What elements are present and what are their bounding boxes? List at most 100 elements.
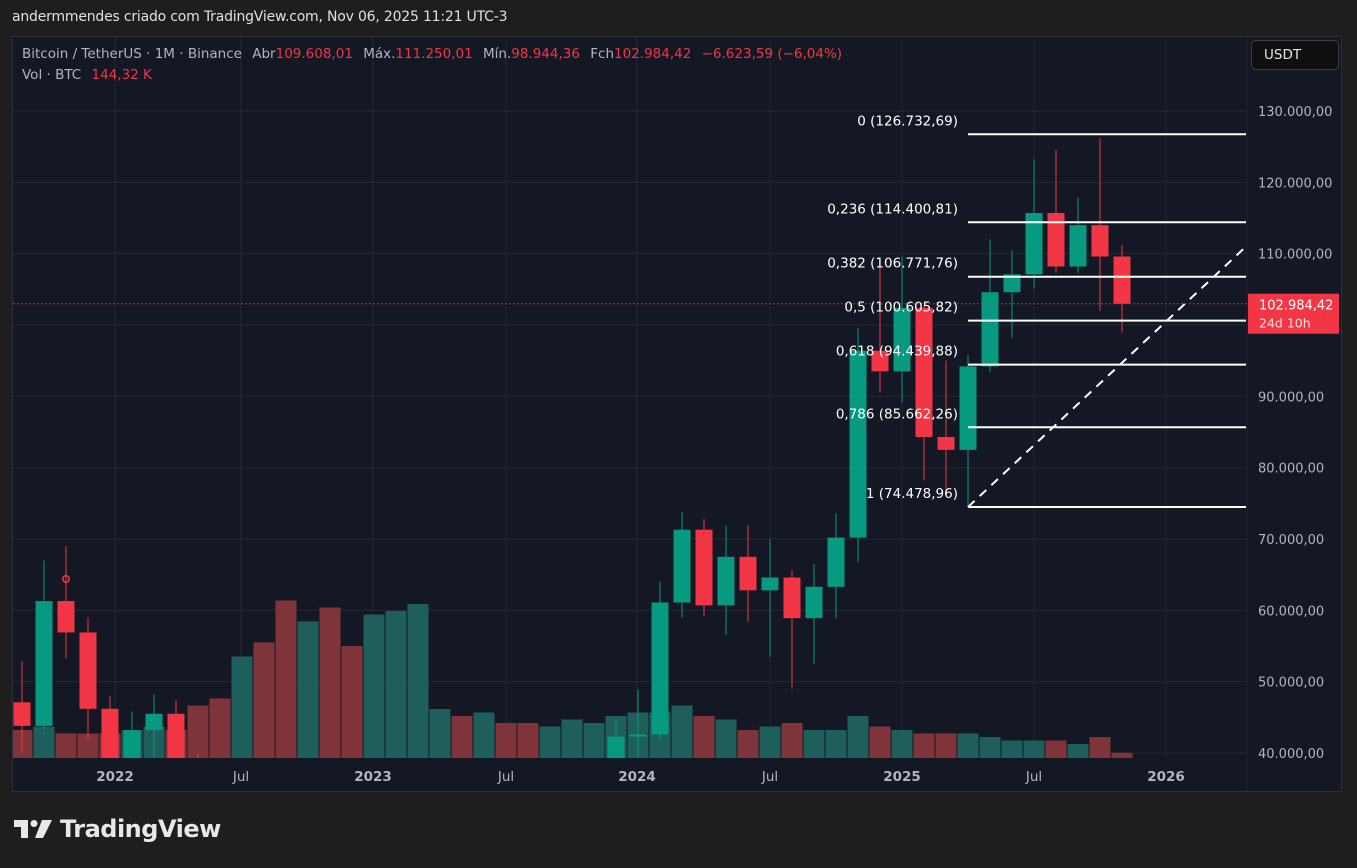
volume-bar [781, 723, 803, 758]
symbol-legend: Bitcoin / TetherUS · 1M · Binance Abr109… [22, 44, 842, 86]
volume-bar [231, 656, 253, 758]
fib-level-label: 0 (126.732,69) [857, 113, 958, 129]
volume-bar [297, 621, 319, 758]
volume-bar [693, 716, 715, 758]
time-axis-label: Jul [761, 769, 778, 785]
price-axis-label: 50.000,00 [1258, 676, 1324, 691]
candle[interactable] [542, 842, 559, 861]
candle[interactable] [827, 513, 845, 619]
time-axis[interactable]: 2022 Jul 2023 Jul 2024 Jul 2025 Jul 2026 [96, 769, 1185, 785]
open-label: Abr [252, 46, 276, 62]
candle[interactable] [35, 560, 53, 730]
candle[interactable] [871, 265, 889, 393]
volume-label[interactable]: Vol · BTC [22, 67, 82, 83]
candle[interactable] [1091, 138, 1109, 311]
time-axis-label: 2025 [883, 769, 921, 785]
open-value: 109.608,01 [275, 46, 353, 62]
candle[interactable] [388, 858, 405, 868]
fib-level-label: 0,236 (114.400,81) [827, 201, 958, 217]
candle[interactable] [454, 826, 471, 855]
candle[interactable] [410, 831, 427, 868]
price-axis-label: 110.000,00 [1258, 248, 1332, 263]
candle[interactable] [167, 700, 185, 770]
price-axis-label: 60.000,00 [1258, 604, 1324, 619]
candle[interactable] [959, 354, 977, 507]
candle[interactable] [761, 539, 779, 657]
volume-row: Vol · BTC 144,32 K [22, 65, 842, 86]
volume-bar [891, 730, 913, 758]
low-label: Mín. [483, 46, 512, 62]
chart-caption: andermmendes criado com TradingView.com,… [12, 9, 508, 25]
candle[interactable] [739, 524, 757, 622]
volume-bar [275, 600, 297, 758]
candle[interactable] [651, 581, 669, 740]
volume-bar [407, 604, 429, 758]
volume-bar [913, 733, 935, 758]
candle[interactable] [432, 817, 449, 846]
volume-bar [957, 733, 979, 758]
tradingview-logo[interactable]: TradingView [14, 815, 221, 843]
candle[interactable] [476, 814, 493, 861]
candle[interactable] [234, 862, 251, 868]
volume-bar [1045, 740, 1067, 758]
candle[interactable] [717, 525, 735, 635]
high-value: 111.250,01 [395, 46, 473, 62]
symbol-name[interactable]: Bitcoin / TetherUS · 1M · Binance [22, 46, 242, 62]
volume-bar [517, 723, 539, 758]
current-price-value: 102.984,42 [1259, 299, 1333, 314]
volume-bar [77, 733, 99, 758]
candle[interactable] [805, 563, 823, 664]
high-label: Máx. [363, 46, 396, 62]
plot-area[interactable]: 0 (126.732,69) 0,236 (114.400,81) 0,382 (1… [12, 37, 1248, 868]
candle[interactable] [915, 305, 933, 481]
candle[interactable] [13, 660, 31, 753]
volume-bar [429, 709, 451, 758]
fib-level-label: 0,618 (94.439,88) [836, 344, 958, 360]
candle[interactable] [79, 617, 97, 739]
candle[interactable] [123, 711, 141, 794]
candle[interactable] [498, 811, 515, 832]
candle[interactable] [695, 519, 713, 617]
candle[interactable] [673, 511, 691, 618]
change-value: −6.623,59 (−6,04%) [701, 46, 843, 62]
candle[interactable] [607, 719, 625, 770]
fib-level-label: 0,786 (85.662,26) [836, 406, 958, 422]
volume-bar [737, 730, 759, 758]
candle[interactable] [1113, 244, 1131, 333]
time-axis-label: Jul [497, 769, 514, 785]
candle[interactable] [101, 695, 119, 803]
price-axis-label: 120.000,00 [1258, 176, 1332, 191]
time-axis-label: Jul [1025, 769, 1042, 785]
candle[interactable] [981, 239, 999, 373]
volume-bar [495, 723, 517, 758]
volume-bar [1023, 740, 1045, 758]
candle[interactable] [145, 694, 163, 773]
time-axis-label: 2024 [618, 769, 656, 785]
candle[interactable] [1069, 197, 1087, 273]
candle[interactable] [57, 546, 75, 659]
currency-button[interactable]: USDT [1251, 40, 1339, 70]
candle[interactable] [849, 327, 867, 562]
volume-bar [55, 733, 77, 758]
logo-text: TradingView [60, 815, 221, 843]
event-marker-icon[interactable] [61, 574, 70, 583]
tradingview-logo-icon [14, 820, 52, 838]
candle[interactable] [783, 570, 801, 689]
candle[interactable] [520, 823, 537, 859]
volume-value: 144,32 K [91, 67, 152, 83]
price-axis[interactable]: 130.000,00120.000,00110.000,00100.000,00… [1258, 105, 1332, 762]
candle[interactable] [1047, 150, 1065, 273]
candle[interactable] [1025, 159, 1043, 289]
candle[interactable] [564, 787, 581, 849]
volume-bar [1111, 752, 1133, 758]
candle[interactable] [256, 859, 273, 868]
fibonacci-retracement[interactable]: 0 (126.732,69) 0,236 (114.400,81) 0,382 (1… [827, 113, 1247, 509]
volume-bar [319, 607, 341, 758]
candle[interactable] [893, 256, 911, 403]
candle[interactable] [629, 689, 647, 764]
candle[interactable] [1003, 250, 1021, 338]
candle[interactable] [937, 360, 955, 492]
volume-bar [671, 705, 693, 758]
candle[interactable] [586, 767, 603, 795]
